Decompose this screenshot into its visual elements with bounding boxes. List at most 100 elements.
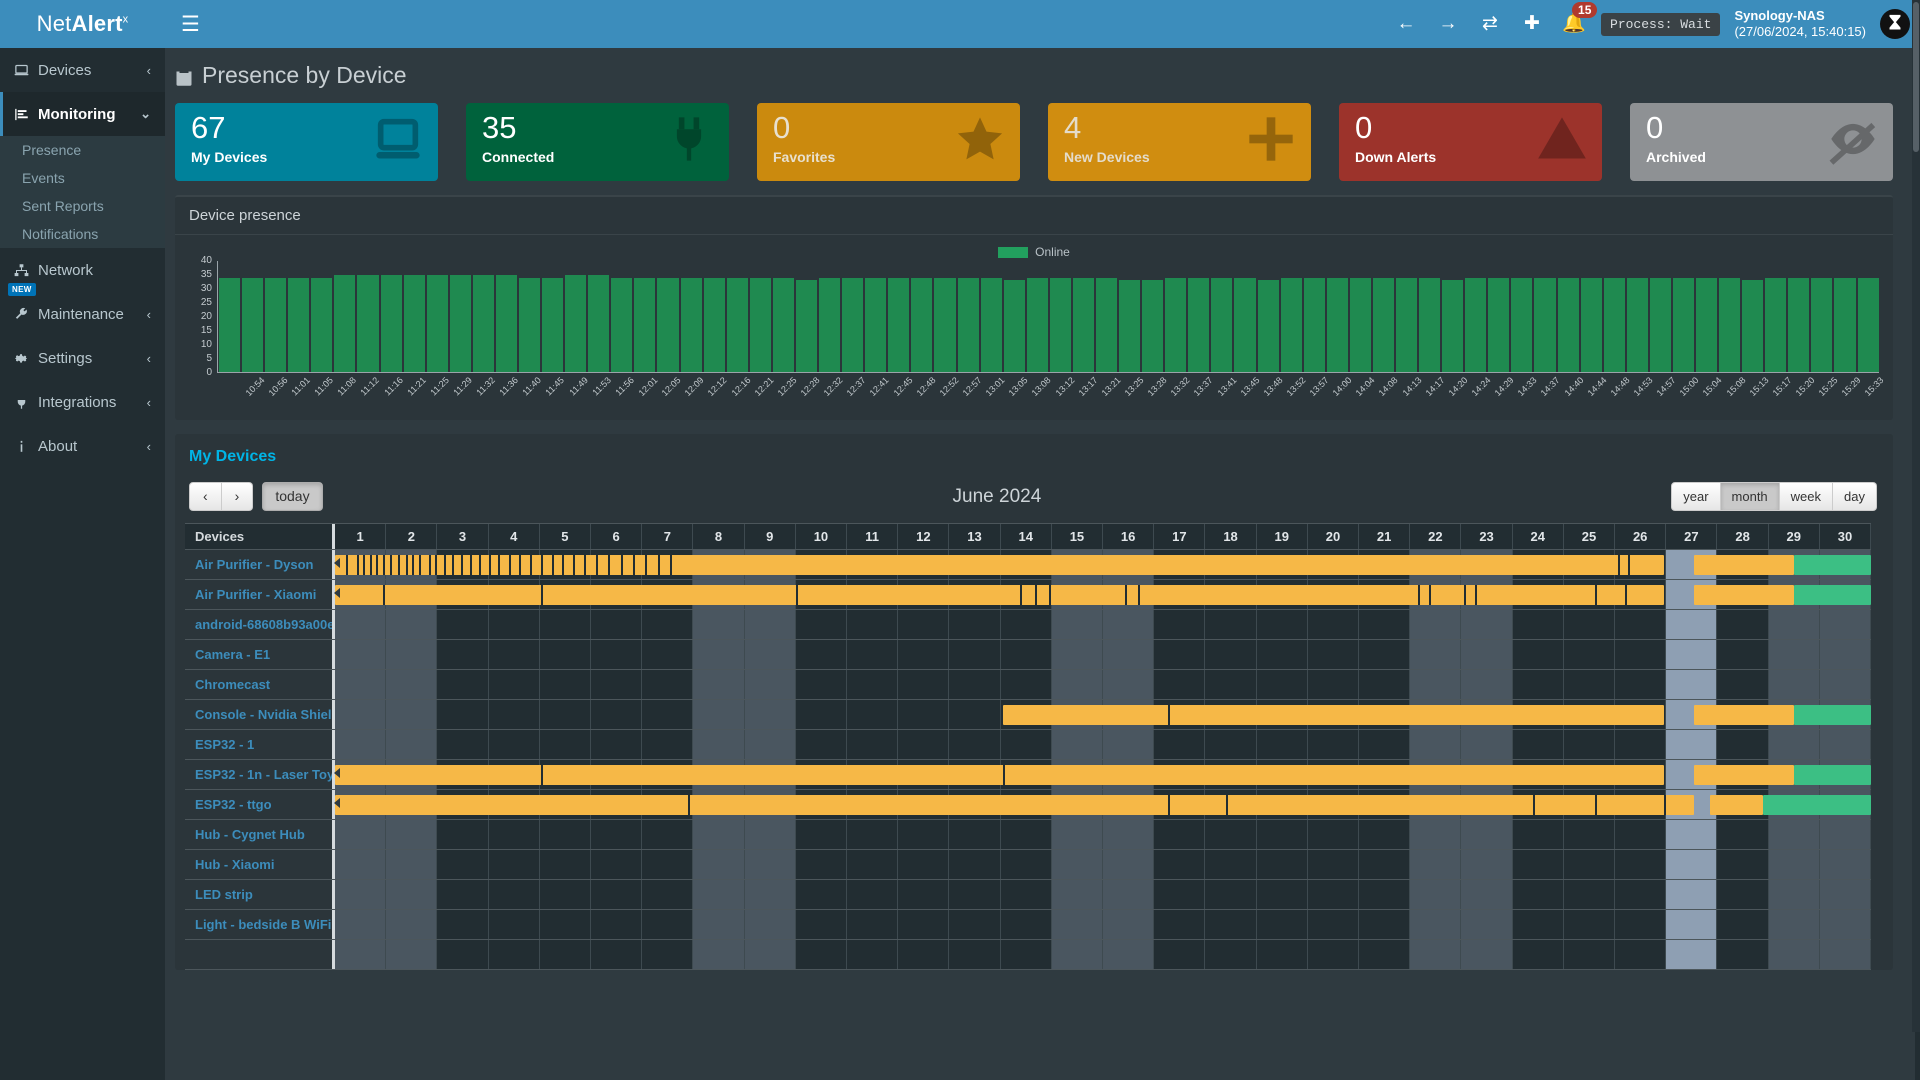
presence-gap	[1463, 585, 1466, 605]
device-presence-chart: Online 0 5 10 15 20 25 30 35 40 10:54 10:56 11:01 1…	[175, 235, 1893, 420]
calendar-view-month[interactable]: month	[1720, 482, 1780, 511]
calendar-view-day[interactable]: day	[1833, 482, 1877, 511]
x-tick: 11:56	[613, 375, 636, 398]
calendar-view-week[interactable]: week	[1779, 482, 1834, 511]
presence-bar-present[interactable]	[334, 795, 1695, 815]
timeline-device-name[interactable]: ESP32 - 1	[185, 730, 335, 759]
timeline-device-name[interactable]: Chromecast	[185, 670, 335, 699]
timeline-day-cell	[489, 850, 540, 879]
timeline-day-cell	[1205, 640, 1257, 669]
timeline-device-name[interactable]	[185, 940, 335, 969]
presence-gap	[1124, 585, 1127, 605]
timeline-day-cell	[847, 700, 899, 729]
sidebar-subitem-sent-reports[interactable]: Sent Reports	[22, 198, 104, 214]
bell-icon[interactable]: 🔔 15	[1553, 0, 1598, 48]
timeline-day-cell	[1666, 610, 1718, 639]
x-tick: 12:45	[891, 375, 915, 399]
presence-bar-online[interactable]	[1794, 705, 1871, 725]
sidebar-item-devices[interactable]: Devices ‹	[0, 48, 165, 92]
timeline-day-cell	[437, 700, 489, 729]
timeline-day-header: 22	[1410, 524, 1462, 549]
page-scrollbar-thumb[interactable]	[1913, 2, 1919, 152]
chart-bar	[1603, 277, 1625, 372]
presence-bar-present[interactable]	[1694, 585, 1795, 605]
page-scrollbar[interactable]	[1912, 0, 1920, 1032]
sidebar-item-integrations[interactable]: Integrations ‹	[0, 380, 165, 424]
hamburger-icon[interactable]: ☰	[181, 12, 200, 36]
sidebar-item-settings[interactable]: Settings ‹	[0, 336, 165, 380]
timeline-device-name[interactable]: Camera - E1	[185, 640, 335, 669]
sidebar-item-monitoring[interactable]: Monitoring ⌄	[0, 92, 165, 136]
prev-month-button[interactable]: ‹	[189, 482, 222, 511]
stat-card-my-devices[interactable]: 67 My Devices	[175, 103, 438, 181]
presence-bar-present[interactable]	[1694, 555, 1795, 575]
stat-card-down-alerts[interactable]: 0 Down Alerts	[1339, 103, 1602, 181]
presence-gap	[1020, 585, 1023, 605]
timeline-day-cell	[1615, 940, 1667, 969]
timeline-day-cell	[949, 820, 1001, 849]
arrow-right-icon[interactable]: →	[1438, 13, 1458, 34]
presence-bar-present[interactable]	[1694, 765, 1795, 785]
presence-bar-present[interactable]	[334, 585, 1664, 605]
timeline-lane	[335, 910, 1872, 939]
timeline-day-cell	[1615, 910, 1667, 939]
info-icon	[14, 439, 38, 454]
next-month-button[interactable]: ›	[221, 482, 254, 511]
presence-bar-present[interactable]	[334, 765, 1664, 785]
timeline-day-cell	[642, 820, 694, 849]
timeline-device-name[interactable]: Hub - Cygnet Hub	[185, 820, 335, 849]
timeline-device-name[interactable]: Air Purifier - Dyson	[185, 550, 335, 579]
timeline-day-cell	[1103, 880, 1155, 909]
timeline-device-name[interactable]: Air Purifier - Xiaomi	[185, 580, 335, 609]
timeline-day-cell	[1103, 820, 1155, 849]
timeline-day-cell	[693, 670, 745, 699]
timeline-device-name[interactable]: android-68608b93a00e4	[185, 610, 335, 639]
sidebar-item-about[interactable]: About ‹	[0, 424, 165, 468]
move-icon[interactable]: ✚	[1524, 13, 1540, 34]
timeline-device-name[interactable]: Light - bedside B WiFi	[185, 910, 335, 939]
calendar-icon	[175, 67, 193, 86]
timeline-day-cell	[1359, 850, 1411, 879]
timeline-device-name[interactable]: Hub - Xiaomi	[185, 850, 335, 879]
timeline-device-name[interactable]: ESP32 - 1n - Laser Toy	[185, 760, 335, 789]
timeline-device-name[interactable]: LED strip	[185, 880, 335, 909]
app-logo[interactable]: NetAlertx	[0, 0, 165, 48]
wrench-icon: NEW	[8, 283, 38, 322]
presence-bar-online[interactable]	[1763, 795, 1871, 815]
sidebar-item-network[interactable]: Network	[0, 248, 165, 292]
timeline-device-name[interactable]: ESP32 - ttgo	[185, 790, 335, 819]
sidebar-item-maintenance[interactable]: NEW Maintenance ‹	[0, 283, 165, 336]
presence-bar-online[interactable]	[1794, 555, 1871, 575]
x-tick: 13:21	[1099, 375, 1123, 399]
refresh-icon[interactable]: ⇄	[1482, 13, 1498, 34]
presence-bar-present[interactable]	[334, 555, 1664, 575]
x-tick: 15:25	[1816, 375, 1840, 399]
calendar-view-year[interactable]: year	[1671, 482, 1721, 511]
timeline-grid	[335, 910, 1872, 939]
presence-bar-present[interactable]	[1694, 705, 1795, 725]
today-button[interactable]: today	[262, 482, 323, 511]
timeline-day-cell	[591, 730, 643, 759]
sidebar-subitem-presence[interactable]: Presence	[22, 142, 82, 158]
stat-card-new-devices[interactable]: 4 New Devices	[1048, 103, 1311, 181]
stat-card-favorites[interactable]: 0 Favorites	[757, 103, 1020, 181]
timeline-day-cell	[693, 940, 745, 969]
presence-bar-present[interactable]	[1709, 795, 1764, 815]
timeline-day-header: 14	[1001, 524, 1052, 549]
timeline-day-cell	[386, 610, 438, 639]
presence-bar-present[interactable]	[1003, 705, 1664, 725]
avatar[interactable]	[1880, 9, 1910, 39]
x-tick: 14:48	[1608, 375, 1632, 399]
presence-bar-online[interactable]	[1794, 765, 1871, 785]
stat-card-archived[interactable]: 0 Archived	[1630, 103, 1893, 181]
sidebar-subitem-events[interactable]: Events	[22, 170, 65, 186]
presence-bar-online[interactable]	[1794, 585, 1871, 605]
timeline-day-cell	[1051, 880, 1104, 909]
presence-gap	[1617, 555, 1620, 575]
chart-bar	[334, 274, 356, 372]
sidebar-subitem-notifications[interactable]: Notifications	[22, 226, 99, 242]
stat-card-connected[interactable]: 35 Connected	[466, 103, 729, 181]
timeline-day-header: 17	[1154, 524, 1206, 549]
arrow-left-icon[interactable]: ←	[1396, 13, 1416, 34]
timeline-device-name[interactable]: Console - Nvidia Shield T	[185, 700, 335, 729]
